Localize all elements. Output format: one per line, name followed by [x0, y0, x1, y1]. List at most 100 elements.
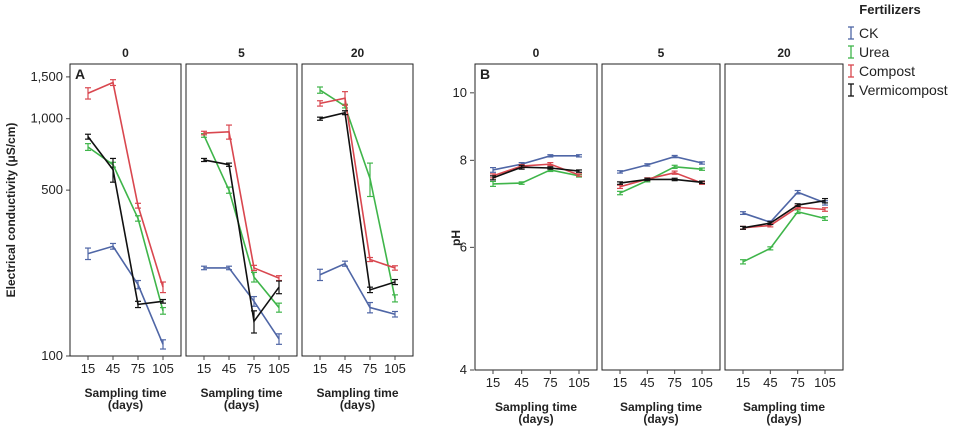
facet-label: 0	[122, 46, 129, 60]
xtick-label: 105	[152, 361, 174, 376]
xlabel-line2: (days)	[340, 398, 375, 412]
series-line-vermicompost	[619, 178, 703, 184]
facet-label: 5	[238, 46, 245, 60]
panel-a: Electrical conductivity (μS/cm) 100 500 1,…	[4, 46, 414, 412]
xtick-label: 15	[613, 375, 627, 390]
xlabel-line2: (days)	[108, 398, 143, 412]
series-line-vermicompost	[492, 166, 580, 179]
facet-label: 5	[658, 46, 665, 60]
ytick-label: 6	[460, 239, 467, 254]
xtick-label: 15	[81, 361, 95, 376]
legend: Fertilizers CK Urea Compost Vermicompost	[848, 2, 948, 98]
panel-a-yticks: 100 500 1,000 1,500	[30, 69, 70, 363]
xtick-label: 105	[691, 375, 713, 390]
series-line-compost	[742, 206, 826, 229]
xtick-label: 45	[514, 375, 528, 390]
xlabel-line1: Sampling time	[200, 386, 282, 400]
series-line-ck	[204, 267, 280, 340]
xtick-label: 45	[222, 361, 236, 376]
series-line-vermicompost	[319, 111, 396, 291]
panel-a-ylabel: Electrical conductivity (μS/cm)	[4, 123, 18, 298]
series-line-urea	[742, 210, 826, 263]
ytick-label: 1,000	[30, 111, 63, 126]
ytick-label: 500	[41, 182, 63, 197]
xtick-label: 45	[106, 361, 120, 376]
xtick-label: 105	[268, 361, 290, 376]
facet-frame	[185, 63, 298, 357]
legend-title: Fertilizers	[859, 2, 920, 17]
xtick-label: 105	[814, 375, 836, 390]
panel-b-facet-2: 20 15 45 75 105 Sampling time(days)	[724, 46, 844, 426]
xlabel-line1: Sampling time	[84, 386, 166, 400]
xlabel-line1: Sampling time	[620, 400, 702, 414]
series-line-compost	[319, 97, 396, 269]
series-line-ck	[619, 155, 703, 173]
xtick-label: 75	[790, 375, 804, 390]
series-line-compost	[87, 81, 164, 288]
series-line-urea	[492, 169, 580, 185]
legend-label-compost: Compost	[859, 63, 915, 79]
xtick-label: 15	[486, 375, 500, 390]
xtick-label: 75	[667, 375, 681, 390]
facet-label: 0	[533, 46, 540, 60]
ytick-label: 100	[41, 348, 63, 363]
series-line-vermicompost	[203, 159, 280, 324]
facet-label: 20	[777, 46, 791, 60]
xtick-label: 15	[313, 361, 327, 376]
facet-frame	[301, 63, 414, 357]
panel-b-facet-0: 0 15 45 75 105 Sampling time(days)	[474, 46, 598, 426]
facet-label: 20	[351, 46, 365, 60]
xtick-label: 45	[763, 375, 777, 390]
xtick-label: 75	[363, 361, 377, 376]
xtick-label: 15	[197, 361, 211, 376]
legend-items: CK Urea Compost Vermicompost	[848, 25, 948, 98]
series-line-urea	[203, 135, 280, 309]
xtick-label: 105	[384, 361, 406, 376]
series-line-ck	[742, 191, 826, 224]
panel-a-facet-1: 5 15 45 75 105 Sampling time(days)	[185, 46, 298, 412]
series-line-vermicompost	[742, 199, 826, 229]
legend-label-urea: Urea	[859, 44, 890, 60]
facet-frame	[724, 63, 844, 371]
panel-b-yticks: 4 6 8 10	[453, 85, 474, 377]
series-line-vermicompost	[87, 136, 164, 306]
xlabel-line2: (days)	[643, 412, 678, 426]
xtick-label: 75	[543, 375, 557, 390]
panel-a-facet-2: 20 15 45 75 105 Sampling time(days)	[301, 46, 414, 412]
facet-frame	[474, 63, 598, 371]
legend-label-ck: CK	[859, 25, 879, 41]
ytick-label: 10	[453, 85, 467, 100]
ytick-label: 4	[460, 362, 467, 377]
series-line-urea	[319, 89, 396, 299]
panel-b-ylabel: pH	[449, 230, 463, 246]
legend-label-vermicompost: Vermicompost	[859, 82, 948, 98]
xtick-label: 105	[568, 375, 590, 390]
xtick-label: 15	[736, 375, 750, 390]
xlabel-line1: Sampling time	[743, 400, 825, 414]
panel-letter: A	[75, 66, 85, 82]
panel-a-facet-0: 0 15 45 75 105 Sampling time(days)	[69, 46, 182, 412]
xlabel-line1: Sampling time	[316, 386, 398, 400]
series-line-ck	[87, 245, 164, 345]
facet-frame	[601, 63, 721, 371]
xtick-label: 75	[247, 361, 261, 376]
series-line-compost	[619, 171, 703, 188]
series-line-ck	[319, 262, 396, 315]
xtick-label: 45	[640, 375, 654, 390]
series-line-ck	[492, 155, 579, 171]
facet-frame	[69, 63, 182, 357]
panel-b-facet-1: 5 15 45 75 105 Sampling time(days)	[601, 46, 721, 426]
series-line-compost	[203, 131, 280, 279]
xlabel-line1: Sampling time	[495, 400, 577, 414]
series-line-urea	[619, 166, 703, 194]
panel-letter: B	[480, 66, 490, 82]
xtick-label: 45	[338, 361, 352, 376]
xlabel-line2: (days)	[766, 412, 801, 426]
ytick-label: 8	[460, 152, 467, 167]
series-line-urea	[87, 146, 164, 312]
ytick-label: 1,500	[30, 69, 63, 84]
xlabel-line2: (days)	[518, 412, 553, 426]
xlabel-line2: (days)	[224, 398, 259, 412]
